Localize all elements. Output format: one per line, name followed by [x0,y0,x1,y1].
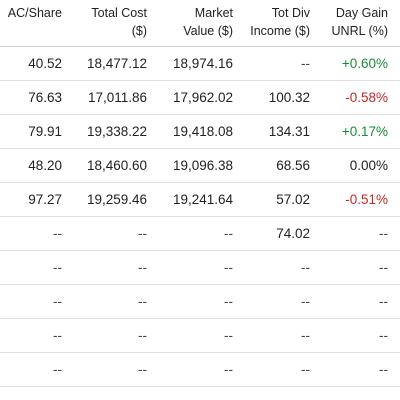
cell-day-gain: -0.58% [345,90,388,105]
cell-market-value: 19,418.08 [172,124,233,139]
cell-ac-share: -- [53,260,62,275]
cell-tot-div-income: -- [301,362,310,377]
cell-market-value: -- [224,328,233,343]
cell-market-value: 18,974.16 [172,56,233,71]
cell-market-value: -- [224,362,233,377]
cell-market-value: -- [224,260,233,275]
cell-total-cost: -- [138,226,147,241]
cell-ac-share: 97.27 [28,192,62,207]
cell-total-cost: 18,477.12 [86,56,147,71]
cell-tot-div-income: 68.56 [276,158,310,173]
cell-ac-share: -- [53,226,62,241]
cell-tot-div-income: -- [301,260,310,275]
table-row[interactable]: 79.91 19,338.22 19,418.08 134.31 +0.17% [0,115,400,149]
table-header: AC/Share Total Cost ($) Market Value ($)… [0,0,400,47]
cell-tot-div-income: -- [301,328,310,343]
cell-day-gain: -- [379,294,388,309]
table-row[interactable]: -- -- -- -- -- [0,251,400,285]
cell-total-cost: -- [138,294,147,309]
header-market-value[interactable]: Market Value ($) [183,6,233,38]
cell-total-cost: -- [138,362,147,377]
cell-market-value: 17,962.02 [172,90,233,105]
header-tot-div-income[interactable]: Tot Div Income ($) [250,6,310,38]
cell-ac-share: 79.91 [28,124,62,139]
table-row[interactable]: 97.27 19,259.46 19,241.64 57.02 -0.51% [0,183,400,217]
cell-tot-div-income: 57.02 [276,192,310,207]
cell-tot-div-income: 100.32 [268,90,310,105]
table-row[interactable]: 48.20 18,460.60 19,096.38 68.56 0.00% [0,149,400,183]
cell-ac-share: 48.20 [28,158,62,173]
cell-ac-share: -- [53,294,62,309]
cell-total-cost: -- [138,328,147,343]
cell-market-value: -- [224,294,233,309]
table-row[interactable]: 40.52 18,477.12 18,974.16 -- +0.60% [0,47,400,81]
cell-day-gain: -- [379,226,388,241]
cell-day-gain: -- [379,328,388,343]
header-total-cost[interactable]: Total Cost ($) [91,6,147,38]
cell-day-gain: +0.17% [341,124,388,139]
cell-ac-share: 40.52 [28,56,62,71]
cell-day-gain: -0.51% [345,192,388,207]
header-day-gain-unrl[interactable]: Day Gain UNRL (%) [331,6,388,38]
table-row[interactable]: -- -- -- 74.02 -- [0,217,400,251]
table-row[interactable]: -- -- -- -- -- [0,285,400,319]
cell-day-gain: +0.60% [341,56,388,71]
table-row[interactable]: -- -- -- -- -- [0,319,400,353]
cell-ac-share: -- [53,328,62,343]
cell-total-cost: 19,338.22 [86,124,147,139]
cell-ac-share: 76.63 [28,90,62,105]
cell-tot-div-income: -- [301,56,310,71]
cell-ac-share: -- [53,362,62,377]
cell-day-gain: 0.00% [349,158,388,173]
cell-tot-div-income: 74.02 [276,226,310,241]
table-row[interactable]: -- -- -- -- -- [0,353,400,387]
cell-day-gain: -- [379,260,388,275]
cell-market-value: 19,241.64 [172,192,233,207]
table-body: 40.52 18,477.12 18,974.16 -- +0.60% 76.63 17,0… [0,47,400,387]
cell-tot-div-income: -- [301,294,310,309]
cell-total-cost: 19,259.46 [86,192,147,207]
cell-market-value: 19,096.38 [172,158,233,173]
cell-total-cost: 18,460.60 [86,158,147,173]
cell-market-value: -- [224,226,233,241]
holdings-table: AC/Share Total Cost ($) Market Value ($)… [0,0,400,387]
cell-total-cost: -- [138,260,147,275]
cell-total-cost: 17,011.86 [87,90,147,105]
cell-day-gain: -- [379,362,388,377]
header-ac-share[interactable]: AC/Share [7,6,62,20]
table-row[interactable]: 76.63 17,011.86 17,962.02 100.32 -0.58% [0,81,400,115]
cell-tot-div-income: 134.31 [268,124,310,139]
